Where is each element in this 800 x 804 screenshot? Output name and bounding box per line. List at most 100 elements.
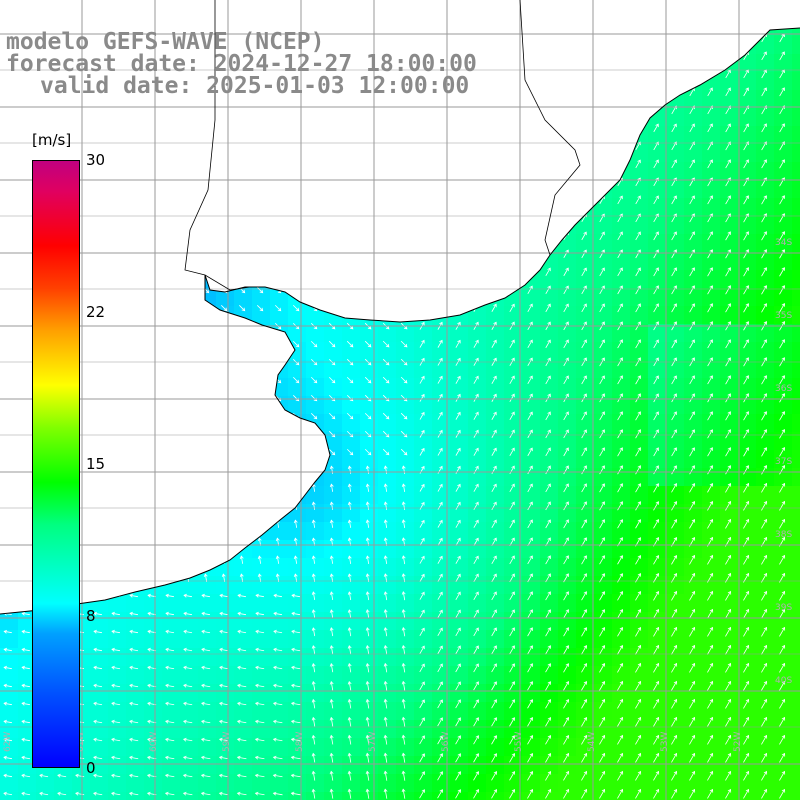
speed-cell [216,702,235,721]
wind-arrow [690,52,695,60]
speed-cell [126,162,145,181]
speed-cell [0,108,19,127]
wind-arrow [257,251,262,256]
speed-cell [648,576,667,595]
speed-cell [270,702,289,721]
speed-cell [0,324,19,343]
wind-arrow [438,142,442,149]
speed-cell [558,162,577,181]
speed-cell [234,738,253,757]
wind-arrow [347,107,352,112]
speed-cell [342,576,361,595]
wind-arrow [132,126,137,131]
speed-cell [558,144,577,163]
wind-arrow [492,52,496,59]
speed-cell [360,702,379,721]
speed-cell [792,270,800,289]
speed-cell [270,756,289,775]
speed-cell [432,216,451,235]
speed-cell [558,270,577,289]
speed-cell [18,108,37,127]
speed-cell [540,36,559,55]
wind-arrow [672,88,677,96]
wind-arrow [383,125,389,131]
speed-cell [792,108,800,127]
speed-cell [252,702,271,721]
wind-arrow [365,197,371,203]
speed-cell [756,576,775,595]
wind-arrow [23,431,28,436]
wind-arrow [492,268,496,275]
speed-cell [216,342,235,361]
speed-cell [324,162,343,181]
speed-cell [666,90,685,109]
speed-cell [666,252,685,271]
speed-cell [540,342,559,361]
wind-arrow [636,70,641,78]
speed-cell [216,792,235,800]
speed-cell [630,324,649,343]
wind-arrow [185,377,190,382]
speed-cell [522,774,541,793]
wind-arrow [23,377,28,382]
speed-cell [738,576,757,595]
speed-cell [702,594,721,613]
speed-cell [756,684,775,703]
speed-cell [666,522,685,541]
wind-arrow [528,34,532,41]
speed-cell [684,576,703,595]
speed-cell [198,324,217,343]
speed-cell [774,324,793,343]
speed-cell [144,504,163,523]
speed-cell [720,180,739,199]
speed-cell [108,108,127,127]
speed-cell [684,360,703,379]
speed-cell [54,0,73,19]
speed-cell [720,288,739,307]
wind-arrow [239,233,244,238]
wind-arrow [510,16,514,23]
speed-cell [414,576,433,595]
speed-cell [774,486,793,505]
wind-arrow [492,160,496,167]
wind-arrow [293,125,298,130]
speed-cell [450,630,469,649]
speed-cell [756,648,775,667]
speed-cell [378,162,397,181]
speed-cell [792,72,800,91]
lon-label: 62W [3,732,13,752]
speed-cell [648,468,667,487]
speed-cell [486,630,505,649]
speed-cell [576,648,595,667]
speed-cell [738,342,757,361]
speed-cell [36,0,55,19]
speed-cell [288,450,307,469]
speed-cell [252,648,271,667]
wind-arrow [6,18,10,22]
speed-cell [396,108,415,127]
speed-cell [378,540,397,559]
wind-arrow [618,70,622,78]
speed-cell [648,360,667,379]
speed-cell [738,486,757,505]
wind-arrow [564,214,569,222]
wind-arrow [149,251,154,256]
wind-arrow [258,466,261,473]
wind-arrow [239,269,244,274]
speed-cell [396,162,415,181]
wind-arrow [150,126,155,131]
speed-cell [558,558,577,577]
wind-arrow [239,395,244,400]
speed-cell [522,126,541,145]
wind-arrow [329,269,335,275]
wind-arrow [167,431,172,436]
speed-cell [648,594,667,613]
speed-cell [630,486,649,505]
speed-cell [216,252,235,271]
speed-cell [360,630,379,649]
wind-arrow [383,269,389,275]
wind-arrow [203,269,208,274]
wind-arrow [474,232,478,239]
speed-cell [342,738,361,757]
speed-cell [756,342,775,361]
